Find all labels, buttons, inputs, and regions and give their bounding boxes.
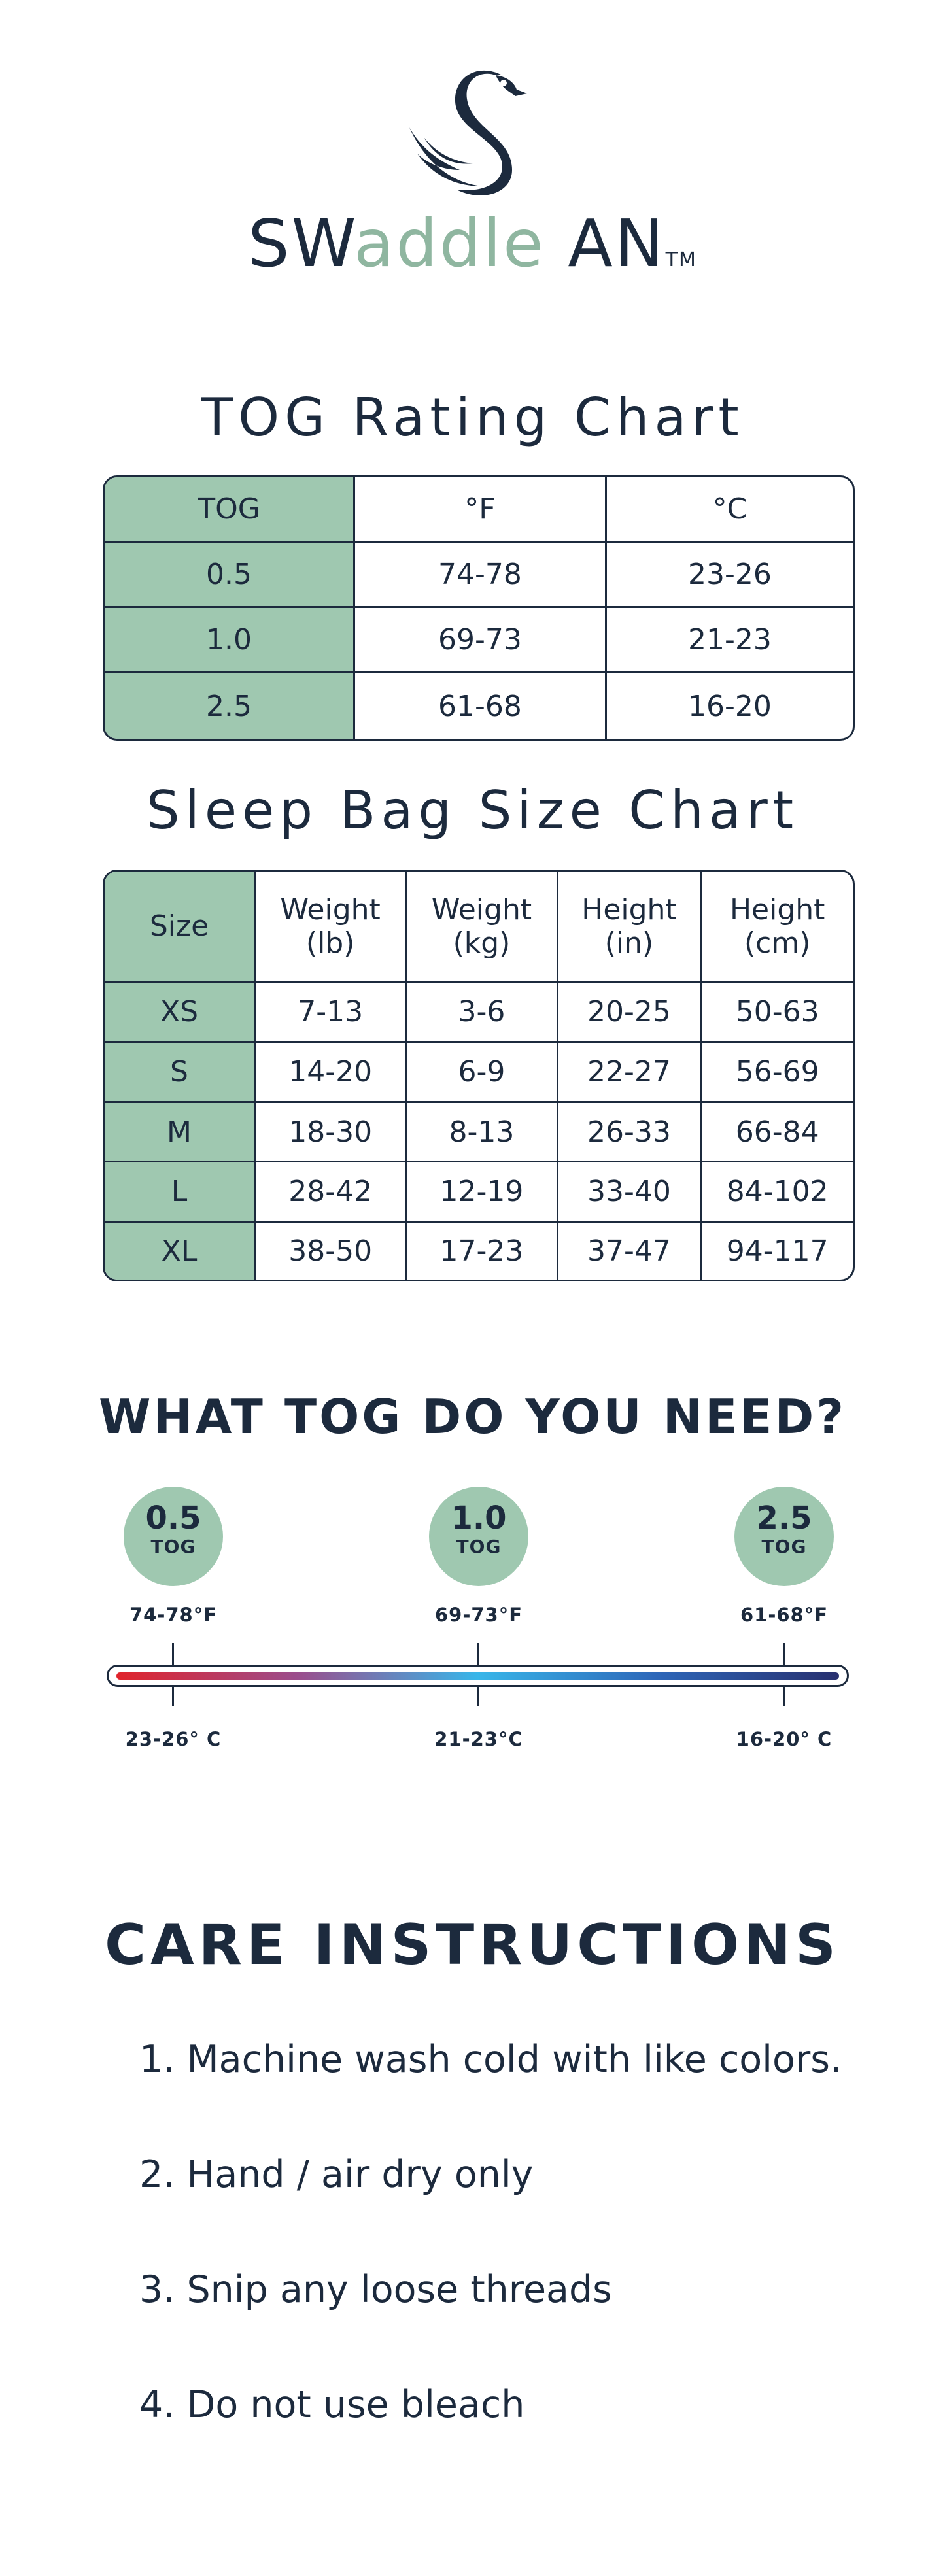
cell-weight-kg: 8-13 xyxy=(407,1102,558,1163)
cell-height-cm: 56-69 xyxy=(702,1043,853,1103)
tog-chart-title: TOG Rating Chart xyxy=(201,387,744,448)
care-title: CARE INSTRUCTIONS xyxy=(104,1912,840,1978)
cell-height-in: 20-25 xyxy=(558,983,702,1043)
cell-size: XL xyxy=(105,1223,256,1280)
cell-tog: 1.0 xyxy=(105,608,355,673)
fahrenheit-label: 69-73°F xyxy=(434,1604,523,1626)
cell-height-in: 26-33 xyxy=(558,1102,702,1163)
size-chart-title: Sleep Bag Size Chart xyxy=(146,780,799,841)
celsius-label: 16-20° C xyxy=(736,1728,833,1750)
cell-size: XS xyxy=(105,983,256,1043)
cell-fahrenheit: 69-73 xyxy=(355,608,607,673)
cell-height-cm: 84-102 xyxy=(702,1162,853,1223)
care-item: 4. Do not use bleach xyxy=(139,2383,525,2426)
cell-tog: 2.5 xyxy=(105,673,355,739)
cell-weight-lb: 18-30 xyxy=(256,1102,407,1163)
header-celsius: °C xyxy=(606,477,853,543)
table-row: 2.5 61-68 16-20 xyxy=(105,673,853,739)
celsius-label: 23-26° C xyxy=(125,1728,222,1750)
cell-celsius: 23-26 xyxy=(606,543,853,608)
table-row: L 28-42 12-19 33-40 84-102 xyxy=(105,1162,853,1223)
tog-rating-table: TOG °F °C 0.5 74-78 23-26 1.0 69-73 21-2… xyxy=(103,475,855,741)
cell-weight-kg: 6-9 xyxy=(407,1042,558,1103)
table-row: S 14-20 6-9 22-27 56-69 xyxy=(105,1042,853,1103)
fahrenheit-label: 74-78°F xyxy=(129,1604,218,1626)
cell-height-in: 22-27 xyxy=(558,1042,702,1103)
table-row: 0.5 74-78 23-26 xyxy=(105,543,853,608)
header-height-in: Height (in) xyxy=(558,872,702,983)
fahrenheit-label: 61-68°F xyxy=(740,1604,829,1626)
cell-weight-kg: 12-19 xyxy=(407,1162,558,1223)
header-weight-kg: Weight (kg) xyxy=(407,872,558,983)
brand-name: SWaddle ANTM xyxy=(248,205,697,282)
celsius-label: 21-23°C xyxy=(434,1728,523,1750)
cell-weight-lb: 7-13 xyxy=(256,983,407,1043)
care-item: 3. Snip any loose threads xyxy=(139,2268,612,2311)
cell-height-cm: 94-117 xyxy=(726,1234,829,1268)
tog-circle-0-5: 0.5 TOG xyxy=(124,1487,223,1586)
header-weight-lb: Weight (lb) xyxy=(256,872,407,983)
cell-fahrenheit: 61-68 xyxy=(355,673,607,739)
tog-circle-2-5: 2.5 TOG xyxy=(734,1487,834,1586)
header-size: Size xyxy=(105,872,256,983)
cell-weight-lb: 14-20 xyxy=(256,1042,407,1103)
table-header-row: Size Weight (lb) Weight (kg) Height (in) He… xyxy=(105,872,853,983)
temperature-gradient-fill xyxy=(116,1672,839,1680)
size-chart-table: Size Weight (lb) Weight (kg) Height (in) He… xyxy=(103,870,855,1281)
table-header-row: TOG °F °C xyxy=(105,477,853,543)
table-row: XL 38-50 17-23 37-47 94-117 xyxy=(105,1223,853,1280)
cell-height-cm: 50-63 xyxy=(702,983,853,1043)
cell-height-in: 37-47 xyxy=(558,1223,702,1280)
cell-size: L xyxy=(105,1162,256,1223)
cell-weight-kg: 17-23 xyxy=(407,1223,558,1280)
cell-weight-kg: 3-6 xyxy=(407,983,558,1043)
cell-weight-lb: 28-42 xyxy=(256,1162,407,1223)
tog-circle-1-0: 1.0 TOG xyxy=(429,1487,528,1586)
cell-celsius: 21-23 xyxy=(606,608,853,673)
cell-size: S xyxy=(105,1042,256,1103)
swan-icon xyxy=(409,70,527,195)
tog-guide-title: WHAT TOG DO YOU NEED? xyxy=(99,1389,846,1444)
header-fahrenheit: °F xyxy=(355,477,607,543)
cell-height-cm: 66-84 xyxy=(702,1103,853,1163)
care-item: 1. Machine wash cold with like colors. xyxy=(139,2038,842,2081)
cell-size: M xyxy=(105,1102,256,1163)
cell-fahrenheit: 74-78 xyxy=(355,543,607,608)
care-item: 2. Hand / air dry only xyxy=(139,2153,534,2196)
table-row: M 18-30 8-13 26-33 66-84 xyxy=(105,1102,853,1163)
temperature-gradient-bar xyxy=(107,1665,849,1687)
cell-celsius: 16-20 xyxy=(688,689,772,723)
table-row: XS 7-13 3-6 20-25 50-63 xyxy=(105,983,853,1043)
header-height-cm: Height (cm) xyxy=(702,872,853,983)
cell-weight-lb: 38-50 xyxy=(256,1223,407,1280)
brand-logo: SWaddle ANTM xyxy=(0,56,945,277)
header-tog: TOG xyxy=(105,477,355,543)
cell-tog: 0.5 xyxy=(105,543,355,608)
table-row: 1.0 69-73 21-23 xyxy=(105,608,853,673)
cell-height-in: 33-40 xyxy=(558,1162,702,1223)
